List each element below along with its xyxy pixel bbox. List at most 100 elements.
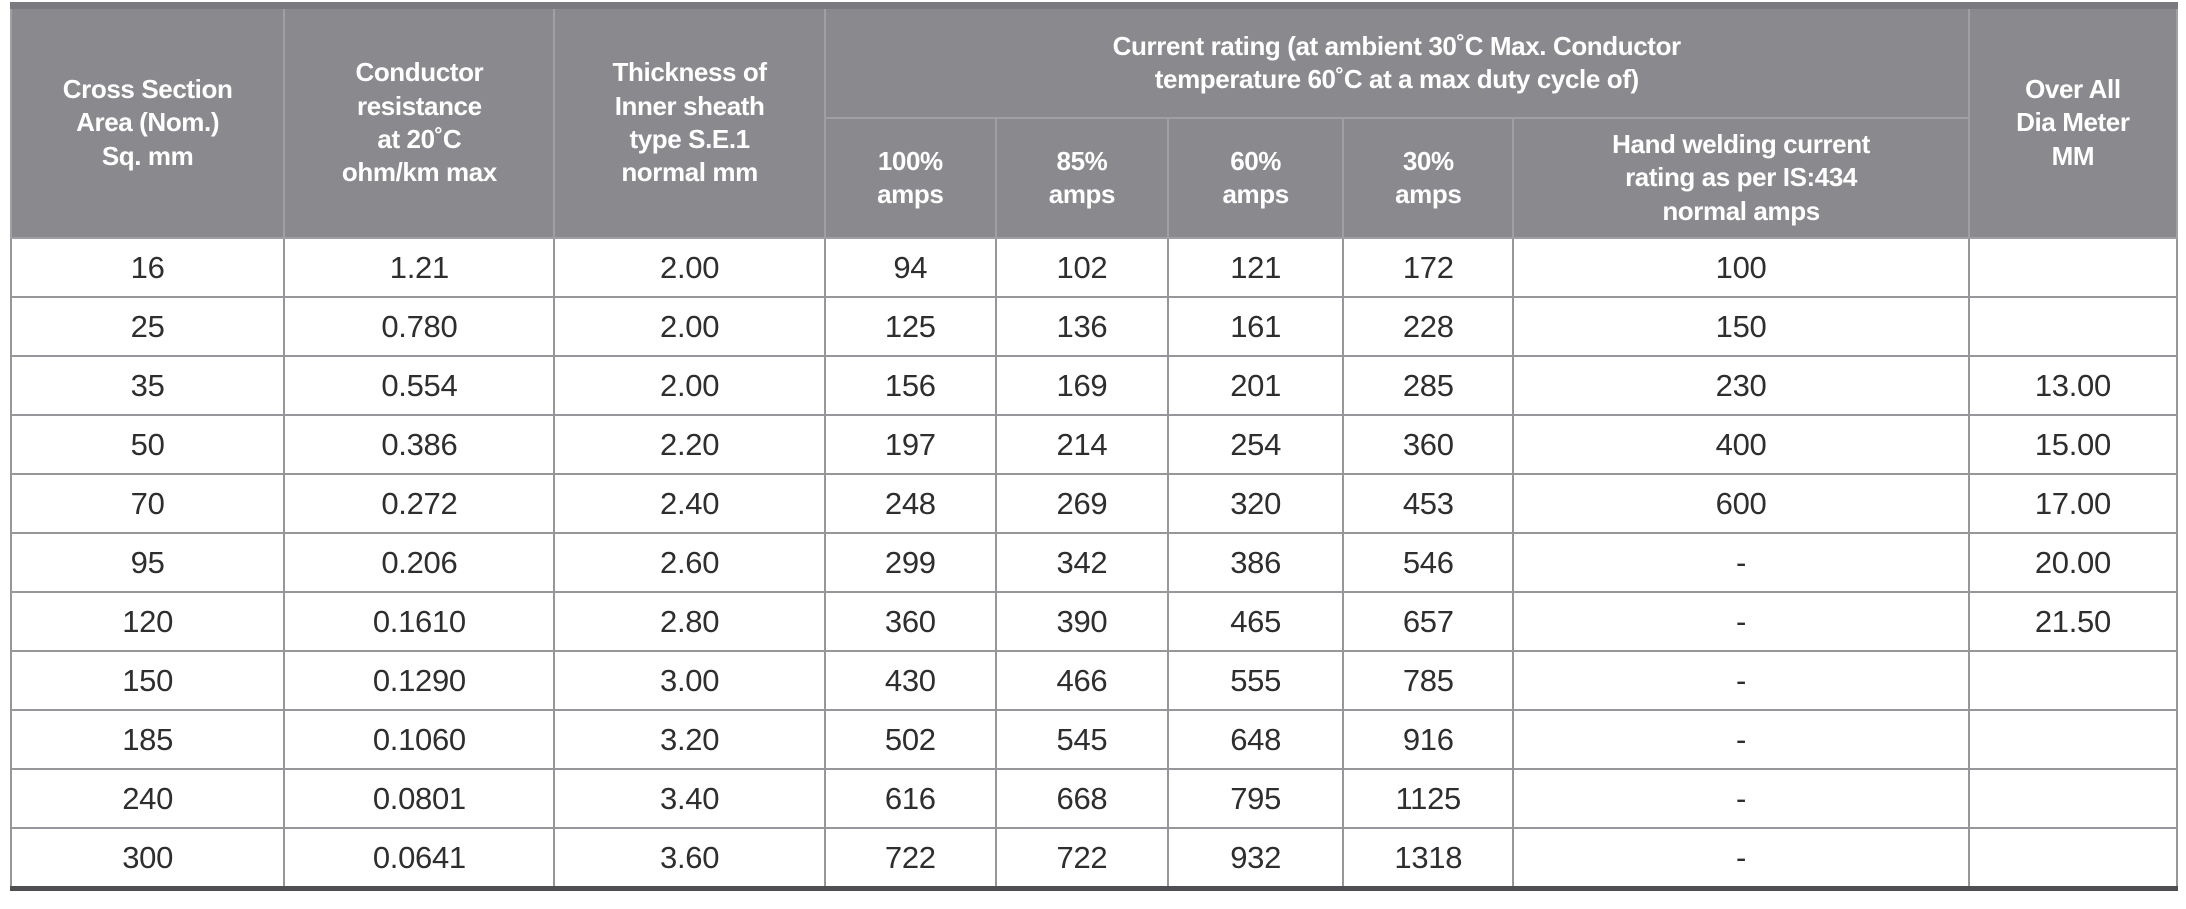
cell-r8-c3: 3.00 bbox=[553, 650, 826, 711]
cell-r3-c1: 35 bbox=[9, 355, 286, 416]
cell-r3-c7: 285 bbox=[1342, 355, 1515, 416]
cell-r11-c5: 722 bbox=[994, 827, 1170, 890]
cell-r10-c1: 240 bbox=[9, 768, 286, 829]
cell-r6-c6: 386 bbox=[1167, 532, 1345, 593]
cell-r2-c9 bbox=[1967, 296, 2179, 357]
table-row: 50 0.386 2.20 197 214 254 360 400 15.00 bbox=[9, 414, 2179, 475]
cell-r8-c8: - bbox=[1512, 650, 1970, 711]
cell-r2-c4: 125 bbox=[823, 296, 997, 357]
cell-r6-c1: 95 bbox=[9, 532, 286, 593]
cell-r8-c9 bbox=[1967, 650, 2179, 711]
cell-r10-c4: 616 bbox=[823, 768, 997, 829]
table-header: Cross Section Area (Nom.) Sq. mm Conduct… bbox=[9, 4, 2179, 239]
cell-r5-c5: 269 bbox=[994, 473, 1170, 534]
cell-r2-c7: 228 bbox=[1342, 296, 1515, 357]
cell-r9-c5: 545 bbox=[994, 709, 1170, 770]
cell-r2-c6: 161 bbox=[1167, 296, 1345, 357]
cell-r3-c5: 169 bbox=[994, 355, 1170, 416]
cell-r7-c4: 360 bbox=[823, 591, 997, 652]
cell-r5-c2: 0.272 bbox=[283, 473, 556, 534]
table-row: 240 0.0801 3.40 616 668 795 1125- bbox=[9, 768, 2179, 829]
cell-r2-c3: 2.00 bbox=[553, 296, 826, 357]
cell-r1-c7: 172 bbox=[1342, 237, 1515, 298]
table-row: 120 0.1610 2.80 360 390 465 657-21.50 bbox=[9, 591, 2179, 652]
cell-r4-c7: 360 bbox=[1342, 414, 1515, 475]
cell-r9-c8: - bbox=[1512, 709, 1970, 770]
cell-r6-c8: - bbox=[1512, 532, 1970, 593]
cell-r7-c9: 21.50 bbox=[1967, 591, 2179, 652]
cell-r5-c3: 2.40 bbox=[553, 473, 826, 534]
cell-r5-c6: 320 bbox=[1167, 473, 1345, 534]
col-header-overall-diameter: Over All Dia Meter MM bbox=[1967, 4, 2179, 239]
cell-r11-c8: - bbox=[1512, 827, 1970, 890]
cell-r11-c9 bbox=[1967, 827, 2179, 890]
col-header-30pct-amps: 30% amps bbox=[1342, 117, 1515, 239]
cell-r5-c7: 453 bbox=[1342, 473, 1515, 534]
cell-r10-c3: 3.40 bbox=[553, 768, 826, 829]
cell-r2-c2: 0.780 bbox=[283, 296, 556, 357]
cell-r10-c2: 0.0801 bbox=[283, 768, 556, 829]
cell-r11-c6: 932 bbox=[1167, 827, 1345, 890]
table-row: 25 0.780 2.00 125 136 161 228 150 bbox=[9, 296, 2179, 357]
cell-r4-c8: 400 bbox=[1512, 414, 1970, 475]
col-header-85pct-amps: 85% amps bbox=[994, 117, 1170, 239]
cell-r11-c3: 3.60 bbox=[553, 827, 826, 890]
cell-r1-c1: 16 bbox=[9, 237, 286, 298]
cell-r3-c2: 0.554 bbox=[283, 355, 556, 416]
table-row: 35 0.554 2.00 156 169 201 285 230 13.00 bbox=[9, 355, 2179, 416]
table-row: 185 0.1060 3.20 502 545 648 916- bbox=[9, 709, 2179, 770]
cell-r2-c5: 136 bbox=[994, 296, 1170, 357]
cell-r11-c2: 0.0641 bbox=[283, 827, 556, 890]
cell-r4-c5: 214 bbox=[994, 414, 1170, 475]
cell-r1-c3: 2.00 bbox=[553, 237, 826, 298]
cell-r6-c3: 2.60 bbox=[553, 532, 826, 593]
cell-r1-c5: 102 bbox=[994, 237, 1170, 298]
cell-r8-c4: 430 bbox=[823, 650, 997, 711]
cell-r6-c7: 546 bbox=[1342, 532, 1515, 593]
cell-r1-c2: 1.21 bbox=[283, 237, 556, 298]
cell-r10-c7: 1125 bbox=[1342, 768, 1515, 829]
cell-r8-c7: 785 bbox=[1342, 650, 1515, 711]
cell-r3-c4: 156 bbox=[823, 355, 997, 416]
cell-r10-c9 bbox=[1967, 768, 2179, 829]
cell-r7-c3: 2.80 bbox=[553, 591, 826, 652]
cell-r4-c1: 50 bbox=[9, 414, 286, 475]
cell-r7-c8: - bbox=[1512, 591, 1970, 652]
cell-r9-c2: 0.1060 bbox=[283, 709, 556, 770]
cell-r3-c6: 201 bbox=[1167, 355, 1345, 416]
cell-r10-c5: 668 bbox=[994, 768, 1170, 829]
table-row: 95 0.206 2.60 299 342 386 546-20.00 bbox=[9, 532, 2179, 593]
col-header-hand-welding-rating: Hand welding current rating as per IS:43… bbox=[1512, 117, 1970, 239]
cell-r11-c4: 722 bbox=[823, 827, 997, 890]
cell-r8-c1: 150 bbox=[9, 650, 286, 711]
cell-r4-c6: 254 bbox=[1167, 414, 1345, 475]
cell-r7-c2: 0.1610 bbox=[283, 591, 556, 652]
table-row: 16 1.21 2.00 94 102 121 172 100 bbox=[9, 237, 2179, 298]
cell-r11-c7: 1318 bbox=[1342, 827, 1515, 890]
cell-r3-c8: 230 bbox=[1512, 355, 1970, 416]
cell-r9-c9 bbox=[1967, 709, 2179, 770]
cable-current-rating-table: Cross Section Area (Nom.) Sq. mm Conduct… bbox=[9, 2, 2179, 891]
cell-r9-c1: 185 bbox=[9, 709, 286, 770]
cell-r2-c1: 25 bbox=[9, 296, 286, 357]
cell-r7-c1: 120 bbox=[9, 591, 286, 652]
cell-r5-c4: 248 bbox=[823, 473, 997, 534]
cell-r9-c7: 916 bbox=[1342, 709, 1515, 770]
cell-r6-c4: 299 bbox=[823, 532, 997, 593]
cell-r9-c4: 502 bbox=[823, 709, 997, 770]
cell-r3-c9: 13.00 bbox=[1967, 355, 2179, 416]
cell-r10-c8: - bbox=[1512, 768, 1970, 829]
cell-r2-c8: 150 bbox=[1512, 296, 1970, 357]
col-header-inner-sheath-thickness: Thickness of Inner sheath type S.E.1 nor… bbox=[553, 4, 826, 239]
table-row: 300 0.0641 3.60 722 722 932 1318- bbox=[9, 827, 2179, 890]
cell-r1-c8: 100 bbox=[1512, 237, 1970, 298]
cell-r4-c9: 15.00 bbox=[1967, 414, 2179, 475]
table-row: 150 0.1290 3.00 430 466 555 785- bbox=[9, 650, 2179, 711]
cell-r11-c1: 300 bbox=[9, 827, 286, 890]
table-body: 16 1.21 2.00 94 102 121 172 100 25 0.780 2.00 125 13… bbox=[9, 237, 2179, 890]
col-header-conductor-resistance: Conductor resistance at 20˚C ohm/km max bbox=[283, 4, 556, 239]
table-row: 70 0.272 2.40 248 269 320 453 600 17.00 bbox=[9, 473, 2179, 534]
cell-r5-c9: 17.00 bbox=[1967, 473, 2179, 534]
cell-r9-c6: 648 bbox=[1167, 709, 1345, 770]
